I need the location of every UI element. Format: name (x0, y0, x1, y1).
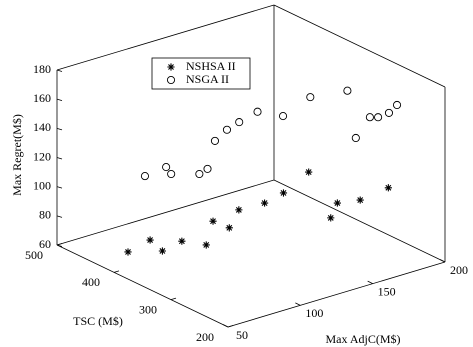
y-tick (56, 243, 63, 246)
z-tick (56, 215, 63, 218)
point (279, 189, 288, 197)
point (210, 136, 220, 145)
z-tick-label: 60 (39, 237, 51, 251)
z-tick (56, 244, 63, 247)
x-tick-label: 150 (378, 284, 396, 298)
x-tick (439, 259, 446, 263)
axis-frame (227, 261, 446, 328)
point (225, 224, 233, 232)
y-axis-label: TSC (M$) (73, 314, 123, 328)
point (351, 133, 360, 143)
point (343, 86, 352, 95)
point (327, 214, 335, 222)
axis-frame (56, 244, 229, 328)
point (384, 184, 392, 192)
point (253, 107, 262, 116)
z-axis-label: Max Regret(M$) (10, 114, 24, 196)
point (209, 217, 217, 225)
z-tick (56, 127, 63, 131)
legend-label: NSGA II (186, 72, 229, 86)
y-tick-label: 200 (196, 330, 214, 344)
point (146, 236, 154, 244)
point (374, 113, 383, 122)
z-tick (56, 69, 63, 72)
point (203, 164, 212, 173)
x-tick-label: 50 (236, 328, 248, 342)
z-tick-label: 180 (33, 62, 51, 76)
point (306, 93, 315, 102)
point (305, 168, 313, 176)
y-tick (113, 270, 120, 273)
point (384, 108, 394, 117)
point (195, 169, 204, 179)
z-tick (56, 186, 63, 189)
point (235, 206, 243, 214)
point (260, 199, 269, 207)
x-tick-label: 100 (305, 306, 323, 320)
point (392, 100, 402, 110)
x-axis-label: Max AdjC(M$) (326, 332, 401, 346)
z-tick (56, 157, 63, 160)
z-tick-label: 160 (33, 91, 51, 105)
y-tick-label: 400 (82, 275, 100, 289)
z-tick-label: 80 (39, 208, 51, 222)
axis-frame (56, 179, 275, 246)
point (124, 248, 132, 256)
x-tick (222, 324, 229, 328)
point (158, 247, 166, 255)
point (140, 172, 150, 181)
axis-frame (273, 4, 446, 88)
point (278, 112, 288, 121)
point (235, 118, 244, 127)
z-tick (56, 98, 63, 102)
y-tick-label: 500 (25, 248, 43, 262)
point (333, 199, 341, 207)
axis-frame (273, 179, 446, 263)
point (222, 125, 232, 134)
legend-label: NSHSA II (186, 59, 236, 73)
point (365, 113, 374, 122)
z-tick-label: 140 (33, 120, 51, 134)
axis-frame (56, 4, 275, 71)
legend-marker (167, 63, 175, 71)
x-tick-label: 200 (450, 263, 468, 277)
legend-marker (166, 75, 176, 85)
point (167, 169, 176, 179)
point (178, 237, 186, 245)
legend-box (151, 57, 251, 90)
point (356, 196, 364, 204)
z-tick-label: 120 (33, 149, 51, 163)
z-tick-label: 100 (33, 178, 51, 192)
y-tick-label: 300 (139, 302, 157, 316)
y-tick (227, 325, 234, 328)
x-tick (367, 280, 373, 285)
y-tick (170, 297, 177, 301)
point (162, 163, 171, 172)
point (202, 241, 210, 249)
x-tick (295, 302, 301, 306)
